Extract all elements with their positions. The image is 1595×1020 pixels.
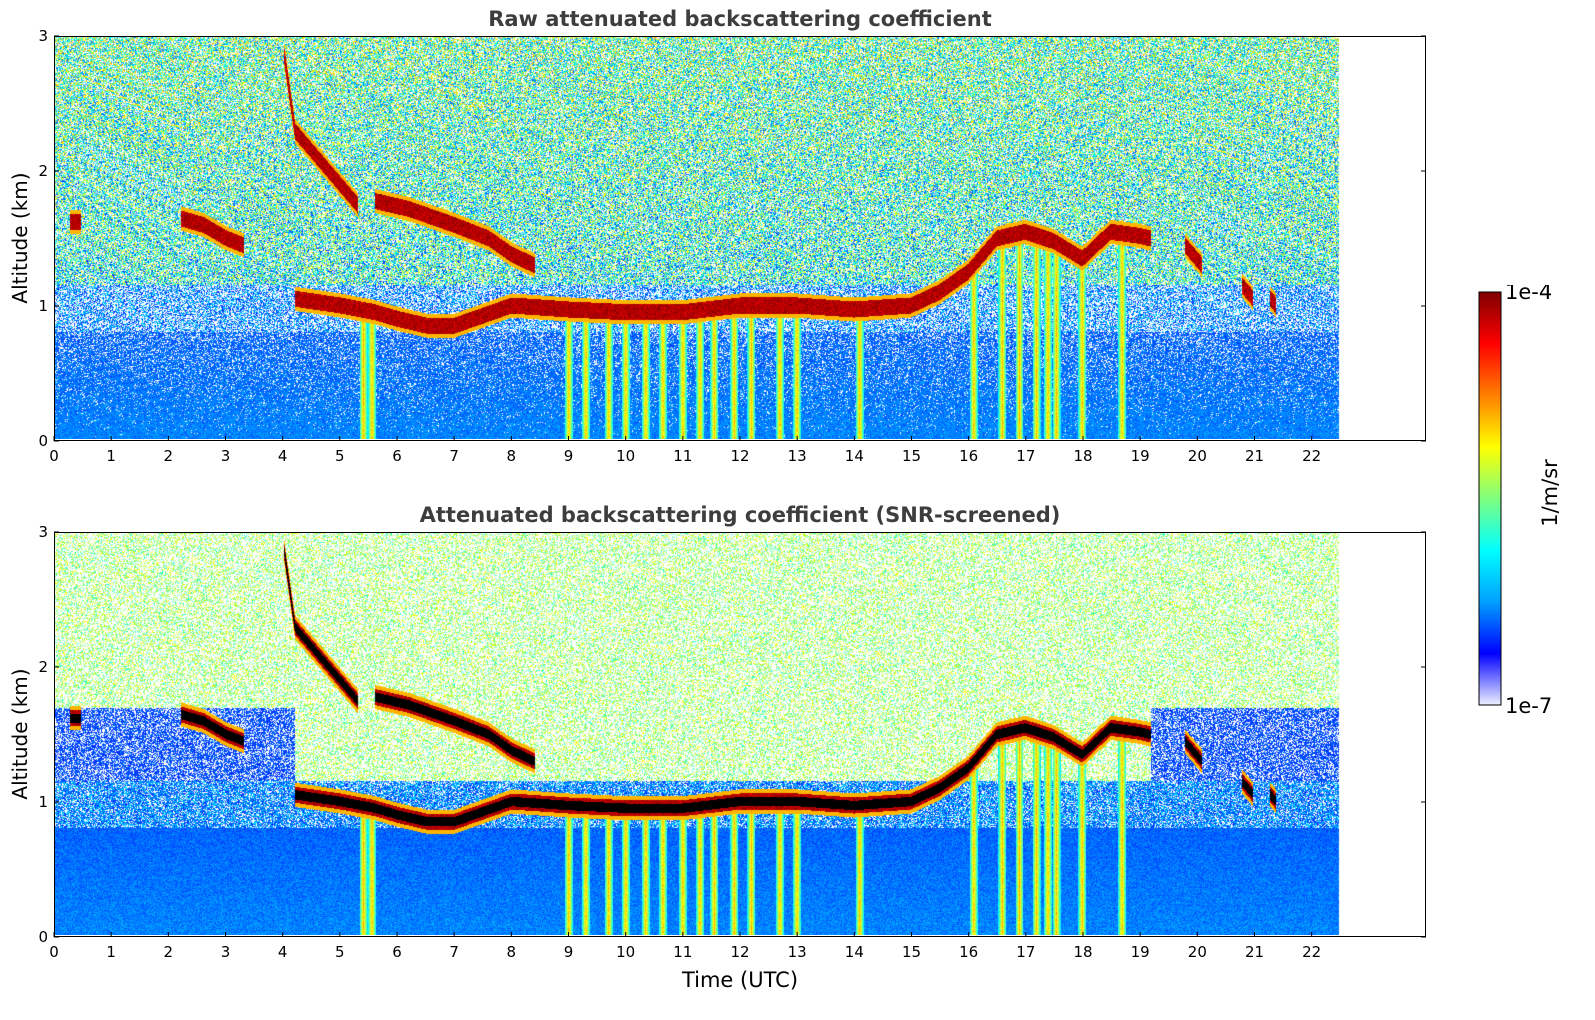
top-panel-title: Raw attenuated backscattering coefficien… xyxy=(488,7,992,31)
x-tick-label: 7 xyxy=(449,943,459,961)
x-tick-label: 19 xyxy=(1131,943,1150,961)
x-tick-label: 10 xyxy=(616,447,635,465)
colorbar-min-label: 1e-7 xyxy=(1505,694,1552,718)
x-tick-label: 3 xyxy=(221,447,231,465)
x-tick-label: 21 xyxy=(1245,447,1264,465)
y-tick-label: 1 xyxy=(38,297,48,315)
top-heatmap-canvas xyxy=(55,37,1424,439)
colorbar-max-label: 1e-4 xyxy=(1505,285,1552,304)
x-tick-label: 18 xyxy=(1073,447,1092,465)
y-tick-label: 2 xyxy=(38,658,48,676)
x-tick-label: 16 xyxy=(959,447,978,465)
colorbar: 1e-4 1e-7 1/m/sr xyxy=(1478,285,1562,718)
x-tick-label: 21 xyxy=(1245,943,1264,961)
x-tick-label: 1 xyxy=(106,943,116,961)
x-tick-label: 20 xyxy=(1188,447,1207,465)
x-tick-label: 5 xyxy=(335,447,345,465)
x-tick-label: 13 xyxy=(788,943,807,961)
x-tick-label: 22 xyxy=(1302,447,1321,465)
x-tick-label: 4 xyxy=(278,447,288,465)
x-tick-label: 17 xyxy=(1016,447,1035,465)
x-tick-label: 8 xyxy=(507,943,517,961)
x-tick-label: 2 xyxy=(164,943,174,961)
y-tick-label: 3 xyxy=(38,523,48,541)
colorbar-gradient xyxy=(1478,291,1502,706)
x-tick-label: 12 xyxy=(730,943,749,961)
x-tick-label: 13 xyxy=(788,447,807,465)
bottom-panel-title: Attenuated backscattering coefficient (S… xyxy=(419,503,1061,527)
x-tick-label: 12 xyxy=(730,447,749,465)
x-tick-label: 19 xyxy=(1131,447,1150,465)
colorbar-unit-label: 1/m/sr xyxy=(1538,459,1562,527)
x-tick-label: 2 xyxy=(164,447,174,465)
x-tick-label: 17 xyxy=(1016,943,1035,961)
x-tick-label: 6 xyxy=(392,447,402,465)
y-tick-label: 0 xyxy=(38,928,48,946)
x-tick-label: 9 xyxy=(564,943,574,961)
x-tick-label: 16 xyxy=(959,943,978,961)
x-tick-label: 14 xyxy=(845,943,864,961)
x-tick-label: 10 xyxy=(616,943,635,961)
x-tick-label: 9 xyxy=(564,447,574,465)
y-tick-label: 1 xyxy=(38,793,48,811)
x-tick-label: 1 xyxy=(106,447,116,465)
x-tick-label: 14 xyxy=(845,447,864,465)
x-tick-label: 11 xyxy=(673,447,692,465)
x-tick-label: 8 xyxy=(507,447,517,465)
x-tick-label: 15 xyxy=(902,447,921,465)
bottom-heatmap-canvas xyxy=(55,533,1424,935)
x-tick-label: 4 xyxy=(278,943,288,961)
y-tick-label: 0 xyxy=(38,432,48,450)
x-axis-label: Time (UTC) xyxy=(681,968,799,992)
x-tick-label: 0 xyxy=(49,943,59,961)
y-tick-label: 3 xyxy=(38,27,48,45)
x-tick-label: 11 xyxy=(673,943,692,961)
x-tick-label: 0 xyxy=(49,447,59,465)
x-tick-label: 22 xyxy=(1302,943,1321,961)
x-tick-label: 5 xyxy=(335,943,345,961)
x-tick-label: 6 xyxy=(392,943,402,961)
top-heatmap-plot xyxy=(54,36,1426,441)
y-tick-label: 2 xyxy=(38,162,48,180)
x-tick-label: 3 xyxy=(221,943,231,961)
x-tick-label: 15 xyxy=(902,943,921,961)
x-tick-label: 20 xyxy=(1188,943,1207,961)
x-tick-label: 18 xyxy=(1073,943,1092,961)
x-tick-label: 7 xyxy=(449,447,459,465)
